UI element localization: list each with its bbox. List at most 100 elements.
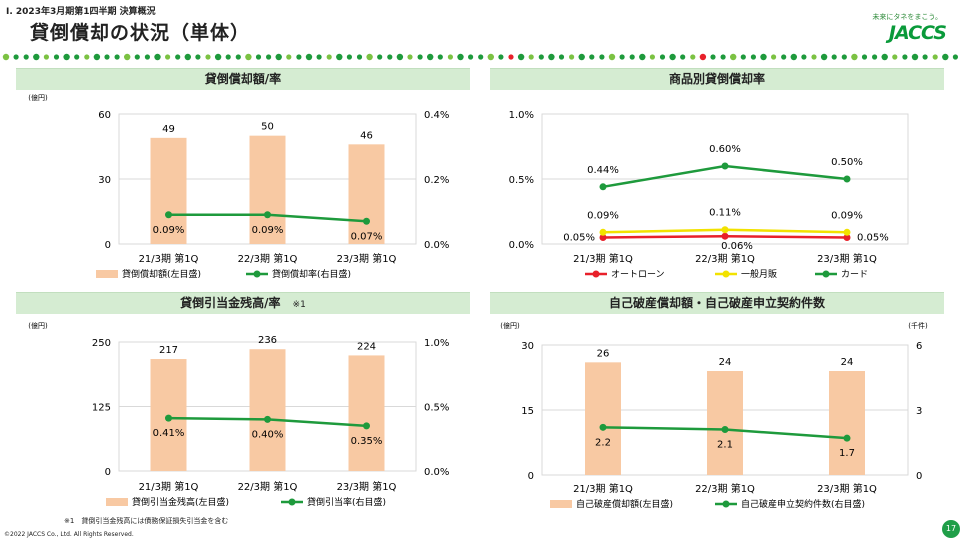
legend-marker — [288, 498, 296, 506]
divider-dot — [517, 53, 525, 61]
y2-tick-label: 0.0% — [424, 467, 449, 478]
series-point — [599, 228, 607, 236]
series-point — [599, 423, 607, 431]
divider-dot — [861, 54, 868, 60]
line-value-label: 2.2 — [595, 437, 611, 448]
divider-dot — [760, 53, 767, 61]
divider-dot — [235, 54, 241, 60]
line-value-label: 1.7 — [839, 448, 855, 459]
series-point — [363, 217, 370, 225]
section-label: Ⅰ. 2023年3月期第1四半期 決算概況 — [6, 7, 156, 17]
divider-dot — [195, 54, 201, 60]
legend-label: オートローン — [611, 269, 665, 280]
company-logo: JACCS — [888, 22, 947, 44]
divider-dot — [93, 53, 101, 61]
line-value-label: 0.09% — [252, 225, 284, 236]
bar — [829, 371, 865, 475]
divider-dot — [771, 54, 777, 60]
bar — [249, 135, 286, 244]
divider-dot — [165, 54, 171, 60]
legend-label: 自己破産申立契約件数(右目盛) — [741, 498, 865, 510]
decorative-dot-divider — [2, 53, 959, 61]
divider-dot — [266, 54, 272, 60]
y2-tick-label: 0 — [916, 471, 922, 482]
y-tick-label: 250 — [92, 338, 111, 349]
divider-dot — [124, 53, 131, 61]
divider-dot — [407, 54, 413, 60]
chart-product-rate: 0.0% 0.5% 1.0% 21/3期 第1Q 22/3期 第1Q 23/3期 第1Q 0… — [509, 110, 909, 280]
copyright: ©2022 JACCS Co., Ltd. All Rights Reserve… — [4, 531, 134, 538]
divider-dot — [699, 53, 707, 61]
series-point — [599, 183, 607, 191]
divider-dot — [396, 53, 404, 61]
bar-value-label: 46 — [360, 130, 373, 141]
y-tick-label: 125 — [92, 403, 111, 414]
bar — [150, 137, 187, 244]
divider-dot — [569, 54, 575, 60]
y-tick-label: 0 — [528, 471, 534, 482]
divider-dot — [468, 54, 474, 60]
divider-dot — [377, 54, 383, 60]
divider-dot — [326, 54, 332, 60]
divider-dot — [649, 54, 656, 60]
line-value-label: 0.09% — [587, 210, 619, 221]
line-value-label: 0.09% — [831, 210, 863, 221]
y2-tick-label: 0.0% — [424, 240, 449, 251]
divider-dot — [255, 54, 262, 60]
divider-dot — [750, 54, 757, 60]
series-point — [721, 232, 729, 240]
line-value-label: 0.60% — [709, 144, 741, 155]
legend-label: 一般月販 — [741, 268, 777, 280]
y-axis-unit: (億円) — [28, 93, 48, 102]
bar-value-label: 49 — [162, 124, 175, 135]
divider-dot — [881, 53, 888, 61]
legend-label: 自己破産償却額(左目盛) — [576, 498, 673, 510]
divider-dot — [669, 53, 676, 61]
y-tick-label: 30 — [521, 341, 534, 352]
divider-dot — [922, 54, 928, 60]
legend-label: 貸倒引当率(右目盛) — [307, 496, 386, 508]
series-point — [264, 211, 271, 219]
legend-marker — [253, 270, 261, 278]
legend-swatch — [550, 500, 572, 508]
divider-dot — [184, 53, 191, 61]
line-value-label: 0.40% — [252, 429, 284, 440]
x-category-label: 21/3期 第1Q — [139, 480, 199, 493]
y2-tick-label: 1.0% — [424, 338, 449, 349]
divider-dot — [2, 53, 10, 61]
divider-dot — [619, 54, 625, 60]
divider-dot — [851, 53, 858, 61]
divider-dot — [608, 53, 616, 61]
x-category-label: 22/3期 第1Q — [695, 252, 755, 265]
legend-marker — [592, 270, 600, 278]
legend-label: 貸倒引当金残高(左目盛) — [132, 496, 229, 508]
divider-dot — [911, 53, 919, 61]
legend-label: 貸倒償却額(左目盛) — [122, 268, 201, 280]
divider-dot — [942, 53, 949, 61]
line-value-label: 0.50% — [831, 157, 863, 168]
divider-dot — [346, 54, 352, 60]
divider-dot — [84, 54, 90, 60]
divider-dot — [74, 54, 80, 60]
divider-dot — [720, 54, 726, 60]
divider-dot — [144, 54, 150, 60]
line-value-label: 0.09% — [153, 225, 185, 236]
panel-title-product-rate: 商品別貸倒償却率 — [490, 68, 944, 90]
divider-dot — [305, 53, 313, 61]
legend-marker — [722, 500, 730, 508]
panel-title-writeoff: 貸倒償却額/率 — [16, 68, 470, 90]
divider-dot — [43, 54, 50, 60]
divider-dot — [498, 54, 504, 60]
legend-label: カード — [841, 269, 868, 280]
divider-dot — [801, 54, 807, 60]
y-tick-label: 15 — [521, 406, 534, 417]
y2-tick-label: 0.4% — [424, 110, 449, 121]
bar-value-label: 50 — [261, 122, 274, 133]
divider-dot — [437, 54, 443, 60]
series-point — [165, 414, 172, 422]
series-point — [721, 162, 729, 170]
chart-bankruptcy: 0 15 30 0 3 6 (億円) (千件) 21/3期 第1Q 22/3期 第1Q 23/3期 … — [500, 321, 928, 510]
divider-dot — [33, 53, 40, 61]
divider-dot — [487, 53, 494, 61]
y-tick-label: 30 — [98, 175, 111, 186]
